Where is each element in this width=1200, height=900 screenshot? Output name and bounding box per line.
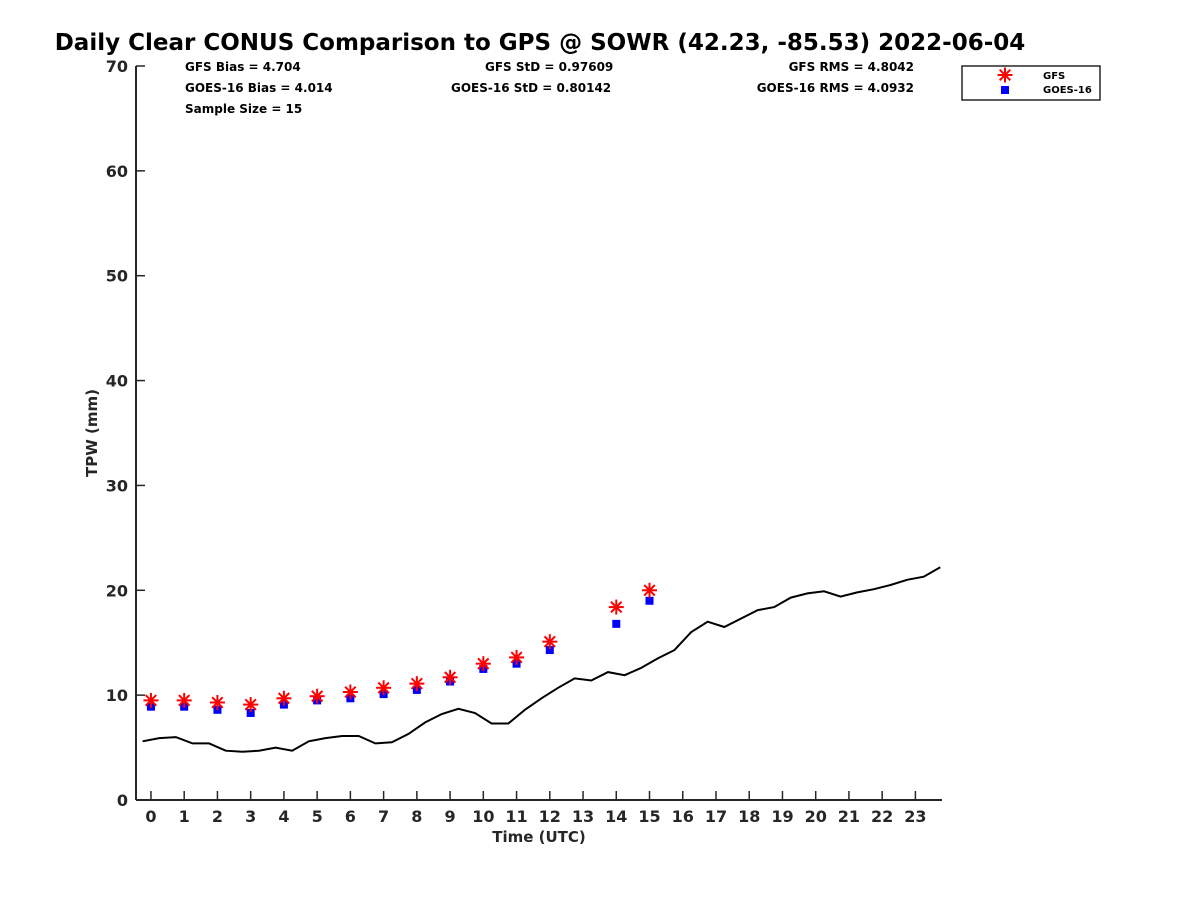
goes-point <box>246 708 255 717</box>
x-tick-label: 6 <box>345 807 356 826</box>
x-tick-label: 11 <box>505 807 527 826</box>
x-tick-label: 5 <box>312 807 323 826</box>
x-axis-label: Time (UTC) <box>492 828 586 846</box>
gfs-point <box>342 684 358 700</box>
gfs-point <box>542 634 558 650</box>
gfs-point <box>243 697 259 713</box>
x-tick-label: 15 <box>638 807 660 826</box>
x-tick-label: 3 <box>245 807 256 826</box>
gfs-point-stroke <box>377 681 390 694</box>
x-tick-label: 16 <box>672 807 694 826</box>
gfs-std-text: GFS StD = 0.97609 <box>485 60 613 74</box>
x-tick-label: 14 <box>605 807 627 826</box>
y-tick-label: 50 <box>106 267 128 286</box>
gfs-point-stroke <box>410 677 423 690</box>
gfs-point-stroke <box>543 635 556 648</box>
gfs-bias-text: GFS Bias = 4.704 <box>185 60 301 74</box>
gfs-point <box>475 656 491 672</box>
gfs-point-stroke <box>610 601 623 614</box>
x-tick-label: 8 <box>411 807 422 826</box>
goes-point <box>612 619 621 628</box>
x-tick-label: 17 <box>705 807 727 826</box>
y-tick-label: 20 <box>106 581 128 600</box>
gfs-point <box>176 692 192 708</box>
y-ticks: 0 10 20 30 40 50 60 70 <box>106 57 145 810</box>
gfs-point <box>309 688 325 704</box>
gfs-point-stroke <box>211 696 224 709</box>
y-axis-label: TPW (mm) <box>83 389 101 477</box>
goes-point <box>645 596 654 605</box>
gfs-rms-text: GFS RMS = 4.8042 <box>789 60 914 74</box>
x-tick-label: 10 <box>472 807 494 826</box>
y-tick-label: 70 <box>106 57 128 76</box>
gfs-point-stroke <box>144 694 157 707</box>
axes <box>135 66 942 801</box>
y-tick-label: 0 <box>117 791 128 810</box>
x-tick-label: 4 <box>278 807 289 826</box>
legend-gfs-asterisk <box>997 67 1013 83</box>
y-tick-label: 30 <box>106 476 128 495</box>
x-tick-label: 20 <box>805 807 827 826</box>
gfs-point <box>376 680 392 696</box>
gfs-point <box>409 676 425 692</box>
goes-point <box>545 646 554 655</box>
x-tick-label: 0 <box>145 807 156 826</box>
legend-box <box>961 65 1101 101</box>
gfs-point <box>143 692 159 708</box>
y-tick-label: 40 <box>106 372 128 391</box>
gfs-point <box>442 669 458 685</box>
gfs-point-stroke <box>510 651 523 664</box>
chart-title: Daily Clear CONUS Comparison to GPS @ SO… <box>54 30 1026 56</box>
gfs-point-stroke <box>344 685 357 699</box>
gfs-point-stroke <box>643 584 656 597</box>
legend: GFS GOES-16 <box>961 65 1101 101</box>
gfs-point <box>209 694 225 710</box>
y-tick-label: 10 <box>106 686 128 705</box>
gfs-point <box>276 690 292 706</box>
y-tick-label: 60 <box>106 162 128 181</box>
legend-gfs-marker <box>997 67 1013 83</box>
series-layer <box>142 566 941 753</box>
x-tick-label: 12 <box>539 807 561 826</box>
gfs-point-stroke <box>244 698 257 711</box>
x-tick-label: 18 <box>738 807 760 826</box>
x-tick-label: 23 <box>904 807 926 826</box>
legend-gfs-asterisk-stroke <box>998 68 1012 82</box>
x-tick-label: 19 <box>771 807 793 826</box>
goes-std-text: GOES-16 StD = 0.80142 <box>451 81 611 95</box>
x-tick-label: 9 <box>445 807 456 826</box>
legend-goes-label: GOES-16 <box>1043 85 1092 96</box>
gfs-point <box>642 582 658 598</box>
gfs-point-stroke <box>477 657 490 670</box>
x-tick-label: 1 <box>179 807 190 826</box>
goes-rms-text: GOES-16 RMS = 4.0932 <box>757 81 914 95</box>
sample-size-text: Sample Size = 15 <box>185 102 302 116</box>
goes-bias-text: GOES-16 Bias = 4.014 <box>185 81 333 95</box>
gfs-point-stroke <box>277 692 290 705</box>
gfs-point-stroke <box>444 671 457 684</box>
x-tick-label: 13 <box>572 807 594 826</box>
legend-gfs-label: GFS <box>1043 71 1065 82</box>
gfs-point-stroke <box>311 690 324 703</box>
x-tick-label: 7 <box>378 807 389 826</box>
x-tick-label: 2 <box>212 807 223 826</box>
gfs-point <box>608 599 624 615</box>
gfs-point <box>509 649 525 665</box>
gfs-point-stroke <box>178 694 191 707</box>
legend-goes-marker <box>1001 86 1009 94</box>
gps-series-line <box>142 566 941 753</box>
x-tick-label: 21 <box>838 807 860 826</box>
x-ticks: 0 1 2 3 4 5 6 7 8 9 10 11 12 13 14 15 16 17 18 19 20 21 22 23 <box>145 791 927 826</box>
x-tick-label: 22 <box>871 807 893 826</box>
